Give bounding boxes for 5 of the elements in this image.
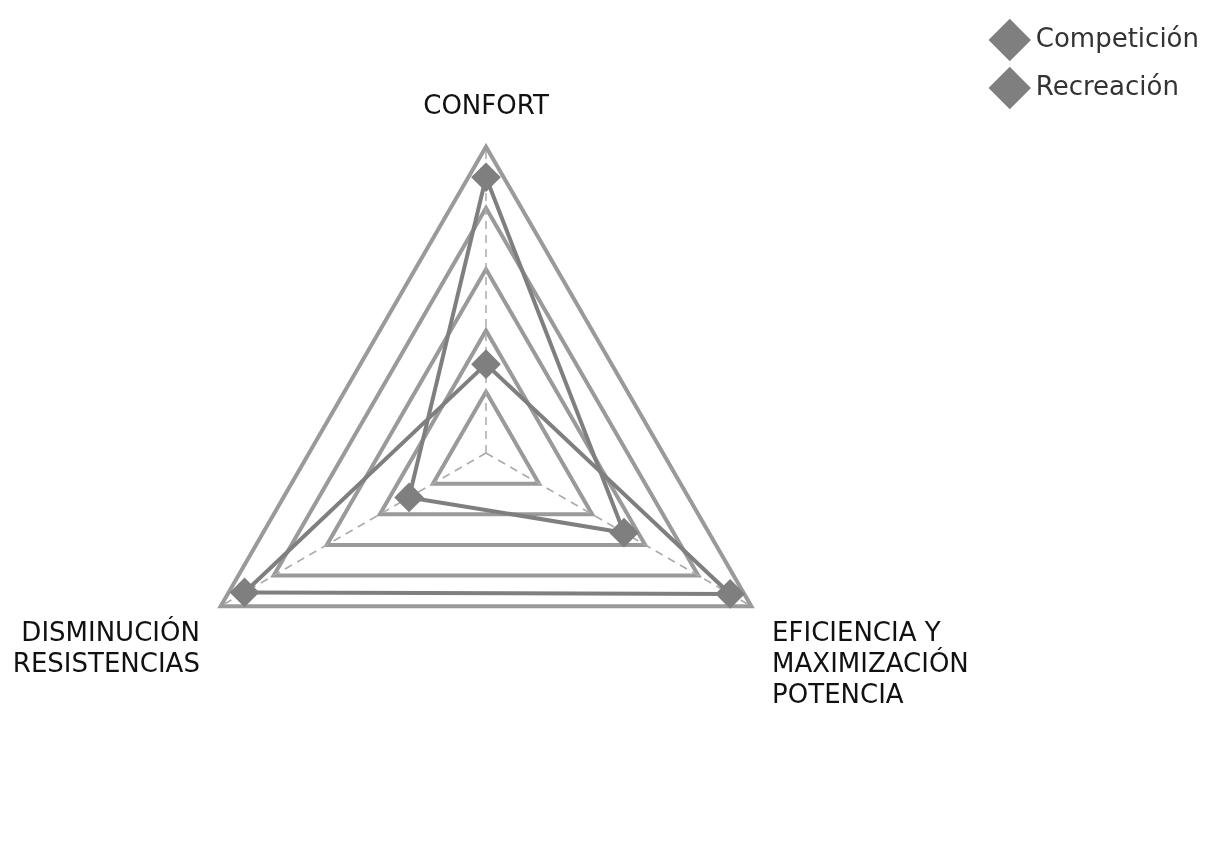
legend-label: Competición bbox=[1035, 22, 1200, 53]
spoke-label: EFICIENCIA Y MAXIMIZACIÓN POTENCIA bbox=[772, 616, 969, 709]
spoke-label: DISMINUCIÓN RESISTENCIAS bbox=[12, 615, 200, 678]
spoke-label: CONFORT bbox=[423, 89, 549, 120]
legend-label: Recreación bbox=[1035, 70, 1179, 101]
